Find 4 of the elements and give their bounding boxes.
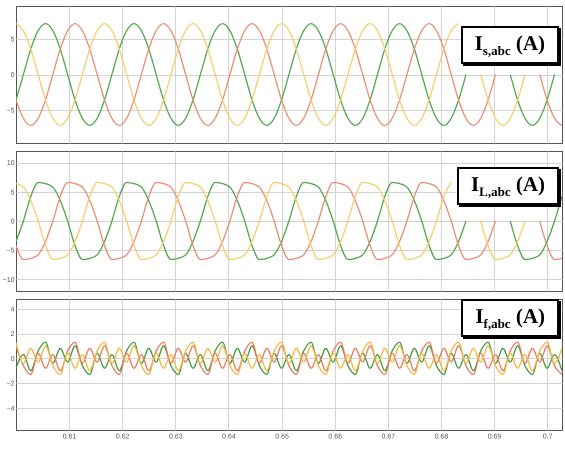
text: I$_{s,abc}$ (A) [460, 26, 559, 64]
line-series [16, 342, 562, 376]
text: I$_{L,abc}$ (A) [456, 167, 559, 206]
chart-title: I$_{f,abc}$ (A) [461, 299, 559, 338]
